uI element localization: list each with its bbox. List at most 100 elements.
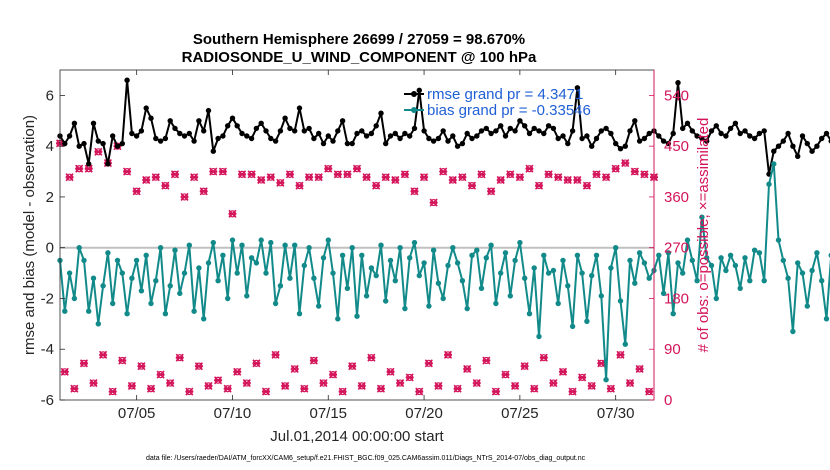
rmse-point [459,140,466,147]
rmse-point [172,125,178,132]
rmse-point [397,135,403,142]
bias-point [95,321,102,327]
bias-point [407,255,413,261]
bias-point [263,270,269,276]
rmse-point [320,140,327,147]
rmse-point [680,125,686,132]
rmse-point [574,85,581,91]
obs-assimilated-point [237,170,247,179]
rmse-point [167,118,173,124]
rmse-point [191,138,197,144]
rmse-point [311,135,317,142]
rmse-point [282,115,288,121]
obs-assimilated-point [194,362,203,371]
bias-point [445,262,451,269]
rmse-point [86,161,92,167]
obs-assimilated-point [573,175,582,185]
rmse-point [464,130,470,137]
rmse-point [268,135,274,142]
rmse-point [426,135,432,142]
obs-assimilated-point [357,381,366,390]
rmse-point [95,138,102,144]
bias-point [531,265,537,271]
rmse-point [253,125,260,132]
bias-point [751,247,758,253]
obs-assimilated-point [309,356,318,365]
legend: rmse grand pr = 4.3471 bias grand pr = -… [404,86,591,119]
obs-assimilated-point [506,170,515,179]
rmse-point [780,138,786,144]
bias-point [627,257,633,264]
bias-point [589,272,595,279]
obs-assimilated-point [223,384,232,393]
rmse-point [627,128,633,134]
rmse-point [244,133,250,139]
bias-point [646,275,652,281]
chart-title: Southern Hemisphere 26699 / 27059 = 98.6… [193,31,525,48]
y-tick-label: -2 [41,290,54,307]
rmse-point [593,135,600,142]
x-axis: 07/05 07/10 07/15 07/20 07/25 07/30 [118,70,634,422]
bias-point [689,257,695,264]
rmse-point [541,130,547,137]
obs-assimilated-point [94,147,103,156]
obs-assimilated-point [439,167,448,176]
rmse-point [440,128,446,134]
rmse-point [392,130,398,137]
rmse-point [359,128,365,134]
bias-point [215,278,221,284]
rmse-point [804,140,810,147]
rmse-point [411,125,418,132]
rmse-point [76,143,82,149]
bias-point [397,245,403,251]
rmse-point [608,130,614,137]
x-axis-label: Jul.01,2014 00:00:00 start [270,428,444,445]
bias-point [373,272,379,279]
rmse-point [344,140,351,147]
obs-assimilated-point [376,384,386,393]
rmse-point [349,140,355,147]
obs-assimilated-point [602,173,611,182]
obs-assimilated-point [429,198,438,207]
bias-point [469,252,475,258]
obs-assimilated-point [108,387,117,396]
obs-assimilated-point [635,364,644,374]
y-tick-label: -4 [41,341,54,358]
obs-assimilated-point [419,173,429,182]
bias-point [450,245,456,251]
obs-assimilated-point [185,387,194,396]
rmse-point [90,120,97,127]
bias-point [330,270,336,276]
rmse-point [124,77,130,83]
rmse-point [263,128,269,134]
bias-point [258,237,264,243]
obs-assimilated-point [415,387,424,396]
rmse-point [239,130,245,137]
rmse-point [435,135,442,142]
obs-assimilated-point [252,359,261,368]
obs-assimilated-point [467,181,477,190]
obs-assimilated-point [434,381,443,390]
bias-point [459,278,466,284]
bias-point [474,247,480,253]
bias-point [593,252,600,258]
legend-bias-label: bias grand pr = -0.33546 [427,102,591,119]
bias-point [632,280,638,286]
bias-point [402,305,408,312]
bias-point [210,239,216,246]
rmse-point [675,80,681,86]
rmse-point [474,133,480,139]
y2-tick-label: 180 [664,290,689,307]
rmse-point [771,148,777,154]
obs-assimilated-point [582,181,592,190]
series-group [57,77,830,383]
obs-assimilated-point [554,173,563,182]
rmse-point [790,143,796,149]
bias-point [416,272,422,279]
obs-assimilated-point [396,379,405,388]
bias-point [234,270,240,276]
obs-assimilated-point [142,175,151,185]
rmse-point [670,130,676,137]
obs-assimilated-point [204,381,213,390]
bias-point [363,293,370,299]
